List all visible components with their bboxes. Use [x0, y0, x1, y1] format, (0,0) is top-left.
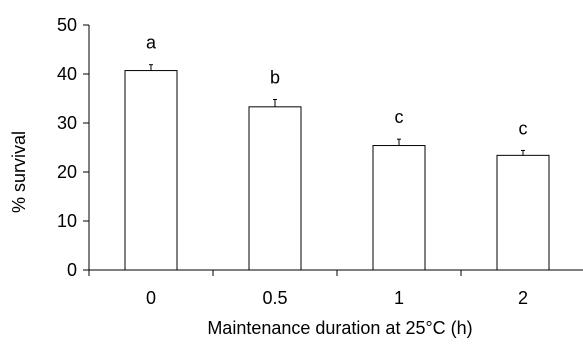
y-axis: 0 10 20 30 40 50 [57, 15, 90, 280]
y-tick-label: 0 [67, 260, 77, 280]
y-tick-label: 10 [57, 211, 77, 231]
significance-label: c [519, 118, 528, 138]
bar [124, 70, 178, 271]
x-axis-title: Maintenance duration at 25°C (h) [207, 318, 472, 338]
y-axis-title: % survival [9, 131, 29, 213]
bars: a b c c [124, 33, 550, 271]
x-tick-label: 2 [518, 288, 528, 308]
bar [372, 145, 426, 271]
x-tick-label: 1 [394, 288, 404, 308]
y-tick-label: 20 [57, 162, 77, 182]
x-axis: 0 0.5 1 2 [88, 269, 583, 308]
y-tick-label: 50 [57, 15, 77, 35]
y-tick-label: 30 [57, 113, 77, 133]
significance-label: a [146, 33, 157, 53]
y-tick-label: 40 [57, 64, 77, 84]
bar [496, 154, 550, 271]
x-tick-label: 0.5 [262, 288, 287, 308]
x-tick-label: 0 [146, 288, 156, 308]
bar [248, 106, 302, 271]
significance-label: c [395, 107, 404, 127]
significance-label: b [270, 67, 280, 87]
